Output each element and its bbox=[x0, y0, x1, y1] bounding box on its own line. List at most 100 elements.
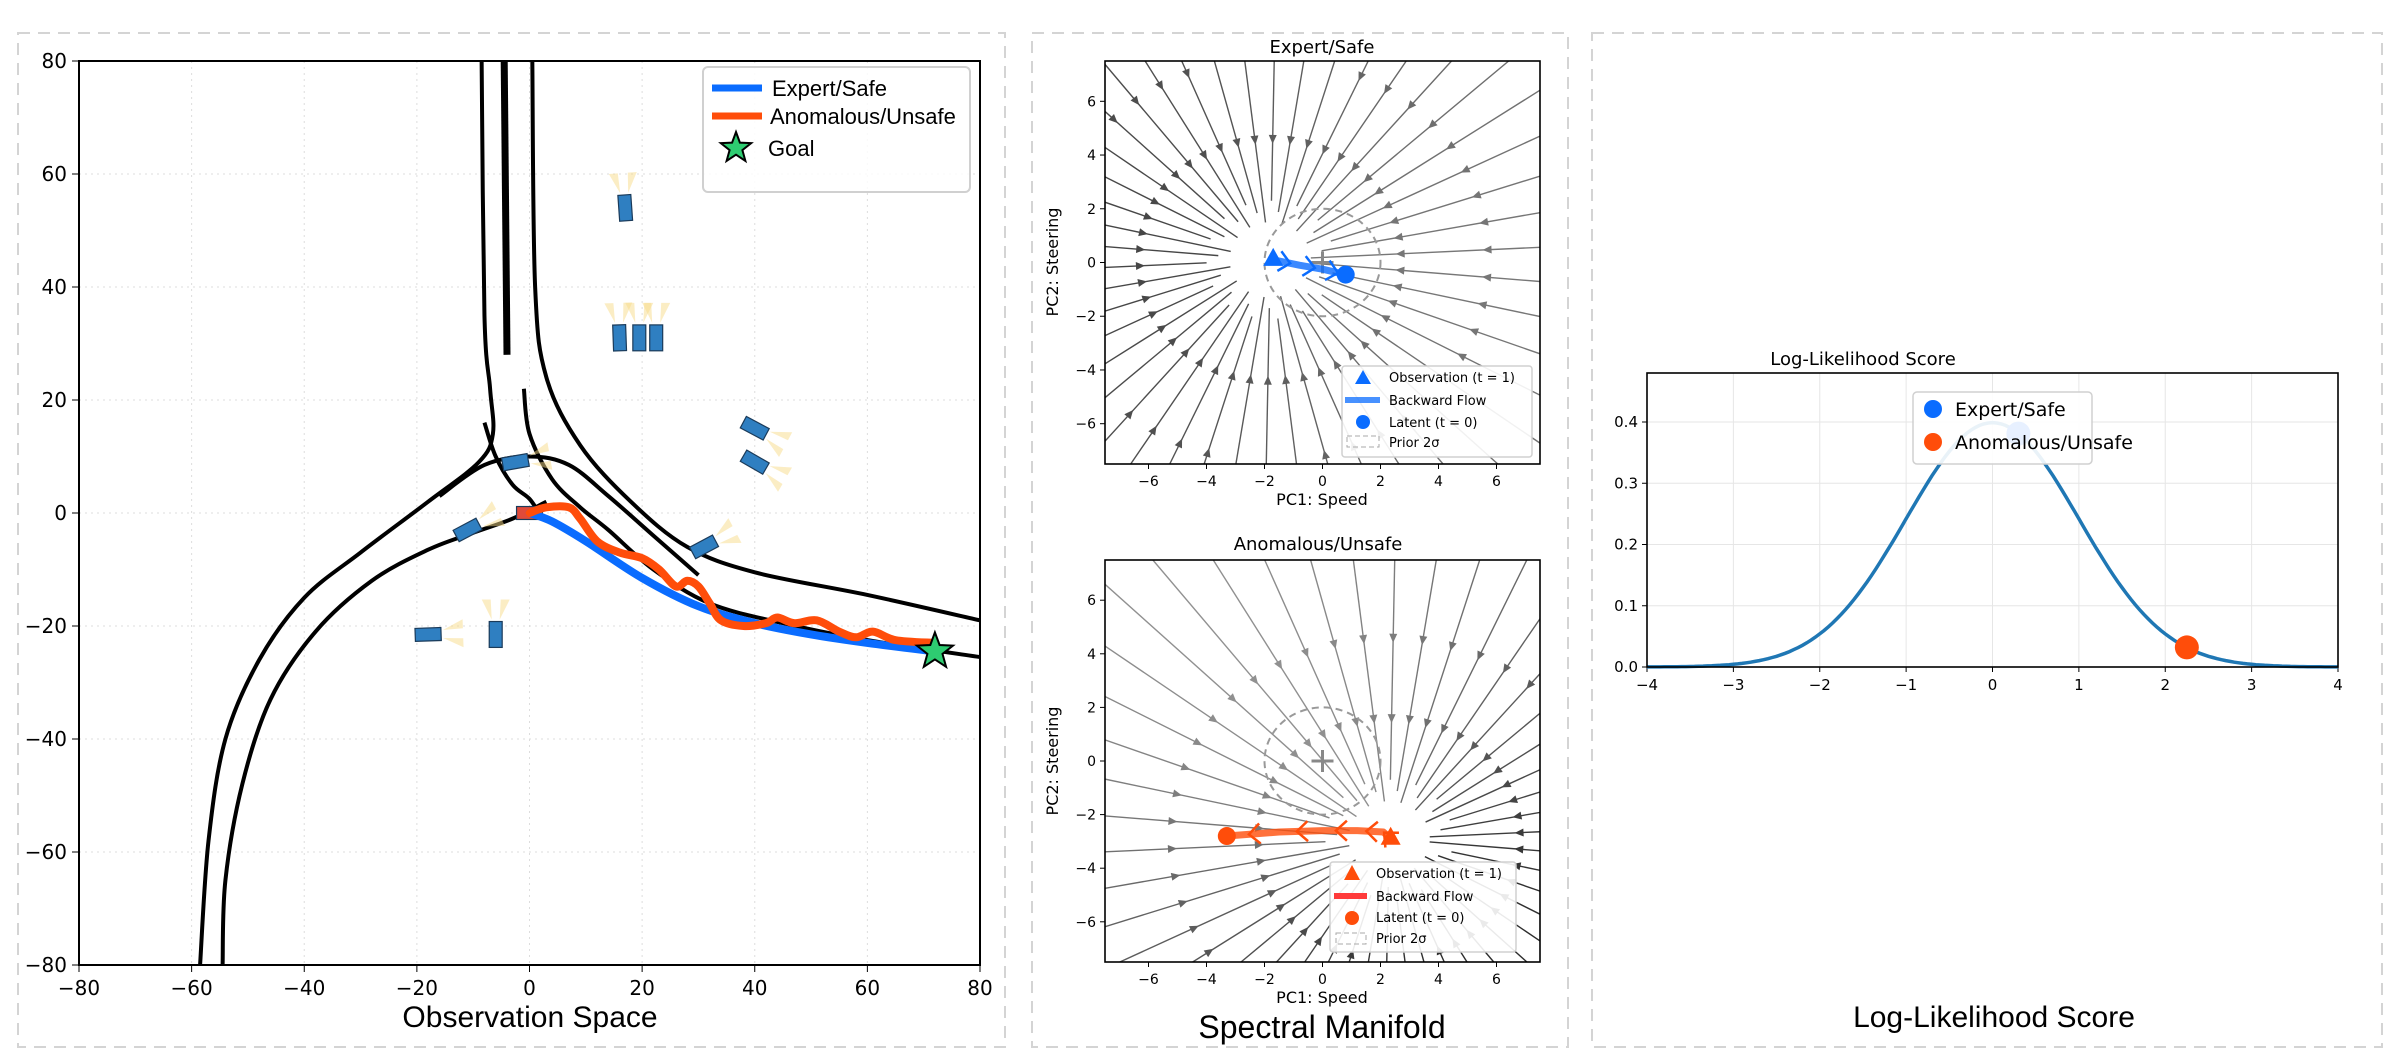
stream-arrow bbox=[1227, 370, 1236, 381]
streamline bbox=[1105, 695, 1344, 817]
stream-arrow bbox=[1387, 714, 1396, 724]
stream-arrow bbox=[1387, 300, 1398, 308]
streamline bbox=[1212, 560, 1370, 807]
stream-arrow bbox=[1130, 95, 1140, 106]
road-centerline bbox=[500, 61, 511, 355]
stream-arrow bbox=[1358, 71, 1366, 82]
y-tick-label: −20 bbox=[25, 614, 67, 638]
vehicle-body bbox=[617, 193, 634, 222]
y-tick-label: 2 bbox=[1087, 700, 1096, 716]
headlight-cone bbox=[604, 303, 616, 324]
streamline bbox=[1105, 844, 1350, 889]
streamline bbox=[1389, 560, 1396, 780]
x-tick-label: 1 bbox=[2074, 676, 2084, 694]
flow-chevron-icon bbox=[1276, 250, 1292, 272]
stream-arrow bbox=[1150, 196, 1160, 205]
stream-arrow bbox=[1482, 752, 1492, 762]
stream-arrow bbox=[1261, 791, 1272, 799]
vehicle bbox=[739, 415, 793, 458]
legend-backward-flow-label: Backward Flow bbox=[1389, 394, 1487, 409]
x-tick-label: 40 bbox=[742, 976, 767, 1000]
stream-arrow bbox=[1470, 740, 1480, 751]
latent-circle-icon bbox=[1356, 415, 1370, 429]
y-tick-label: 0 bbox=[54, 501, 67, 525]
vehicle-body bbox=[632, 324, 647, 352]
stream-arrow bbox=[1257, 807, 1267, 816]
x-tick-label: 0 bbox=[1988, 676, 1998, 694]
streamline bbox=[1105, 739, 1330, 819]
road-edge bbox=[438, 454, 700, 577]
stream-arrow bbox=[1156, 324, 1167, 334]
x-tick-label: 2 bbox=[2160, 676, 2170, 694]
stream-arrow bbox=[1210, 365, 1219, 376]
headlight-cone bbox=[642, 302, 653, 323]
vehicle bbox=[739, 449, 793, 492]
prior-dashed-icon bbox=[1335, 932, 1367, 945]
headlight-cone bbox=[482, 517, 505, 527]
streamline bbox=[1264, 560, 1366, 785]
x-tick-label: −4 bbox=[1636, 676, 1658, 694]
stream-arrow bbox=[1471, 190, 1482, 199]
x-tick-label: −2 bbox=[1254, 972, 1275, 988]
observation-caption: Observation Space bbox=[402, 1001, 657, 1034]
stream-arrow bbox=[1245, 374, 1254, 384]
x-tick-label: 6 bbox=[1492, 972, 1501, 988]
panel-manifold-border bbox=[1031, 32, 1569, 1048]
vehicle bbox=[688, 518, 742, 560]
streamline bbox=[1105, 840, 1326, 853]
stream-arrow bbox=[1174, 438, 1183, 449]
flow-chevron-icon bbox=[1301, 255, 1317, 277]
observation-triangle-icon bbox=[1355, 370, 1371, 384]
streamline bbox=[1105, 224, 1231, 253]
stream-arrow bbox=[1502, 663, 1512, 674]
stream-arrow bbox=[1168, 817, 1178, 825]
stream-arrow bbox=[1363, 173, 1373, 183]
x-tick-label: −6 bbox=[1138, 972, 1159, 988]
road-edge bbox=[482, 421, 543, 517]
streamline bbox=[1105, 274, 1222, 312]
streamline bbox=[1181, 61, 1247, 206]
stream-arrow bbox=[1232, 137, 1241, 148]
x-tick-label: −6 bbox=[1138, 474, 1159, 490]
vehicle bbox=[452, 501, 505, 543]
stream-arrow bbox=[1441, 723, 1449, 734]
streamline bbox=[1105, 201, 1211, 240]
stream-arrow bbox=[1269, 775, 1279, 784]
x-tick-label: 4 bbox=[1434, 474, 1443, 490]
stream-arrow bbox=[1199, 149, 1208, 160]
legend-expert-label: Expert/Safe bbox=[1955, 399, 2066, 421]
y-tick-label: 80 bbox=[42, 49, 67, 73]
stream-arrow bbox=[1159, 182, 1170, 192]
stream-arrow bbox=[1268, 134, 1277, 144]
x-tick-label: −1 bbox=[1895, 676, 1917, 694]
streamline bbox=[1169, 303, 1250, 464]
stream-arrow bbox=[1384, 84, 1393, 94]
stream-arrow bbox=[1449, 641, 1457, 651]
y-tick-label: −2 bbox=[1075, 309, 1096, 325]
x-tick-label: −3 bbox=[1722, 676, 1744, 694]
vehicle-body bbox=[688, 534, 720, 560]
stream-arrow bbox=[1137, 279, 1147, 287]
stream-arrow bbox=[1249, 674, 1259, 685]
streamline bbox=[1105, 853, 1340, 928]
stream-arrow bbox=[1456, 731, 1465, 742]
legend-anomalous-label: Anomalous/Unsafe bbox=[770, 104, 956, 129]
streamline bbox=[1425, 769, 1540, 823]
stream-arrow bbox=[1482, 245, 1492, 254]
anomalous-score-point bbox=[2174, 635, 2199, 660]
stream-arrow bbox=[1479, 217, 1489, 226]
headlight-cone bbox=[719, 534, 742, 544]
stream-arrow bbox=[1275, 903, 1286, 913]
latent-circle-icon bbox=[1345, 911, 1359, 925]
vehicle-body bbox=[612, 324, 628, 352]
stream-arrow bbox=[1469, 328, 1480, 336]
stream-arrow bbox=[1256, 857, 1266, 866]
y-tick-label: 4 bbox=[1087, 647, 1096, 663]
headlight-cone bbox=[443, 637, 464, 648]
stream-arrow bbox=[1374, 186, 1384, 195]
stream-arrow bbox=[1278, 761, 1289, 771]
vehicle bbox=[414, 619, 464, 648]
stream-arrow bbox=[1395, 249, 1405, 258]
vehicle-body bbox=[500, 452, 530, 472]
x-tick-label: 4 bbox=[2333, 676, 2343, 694]
